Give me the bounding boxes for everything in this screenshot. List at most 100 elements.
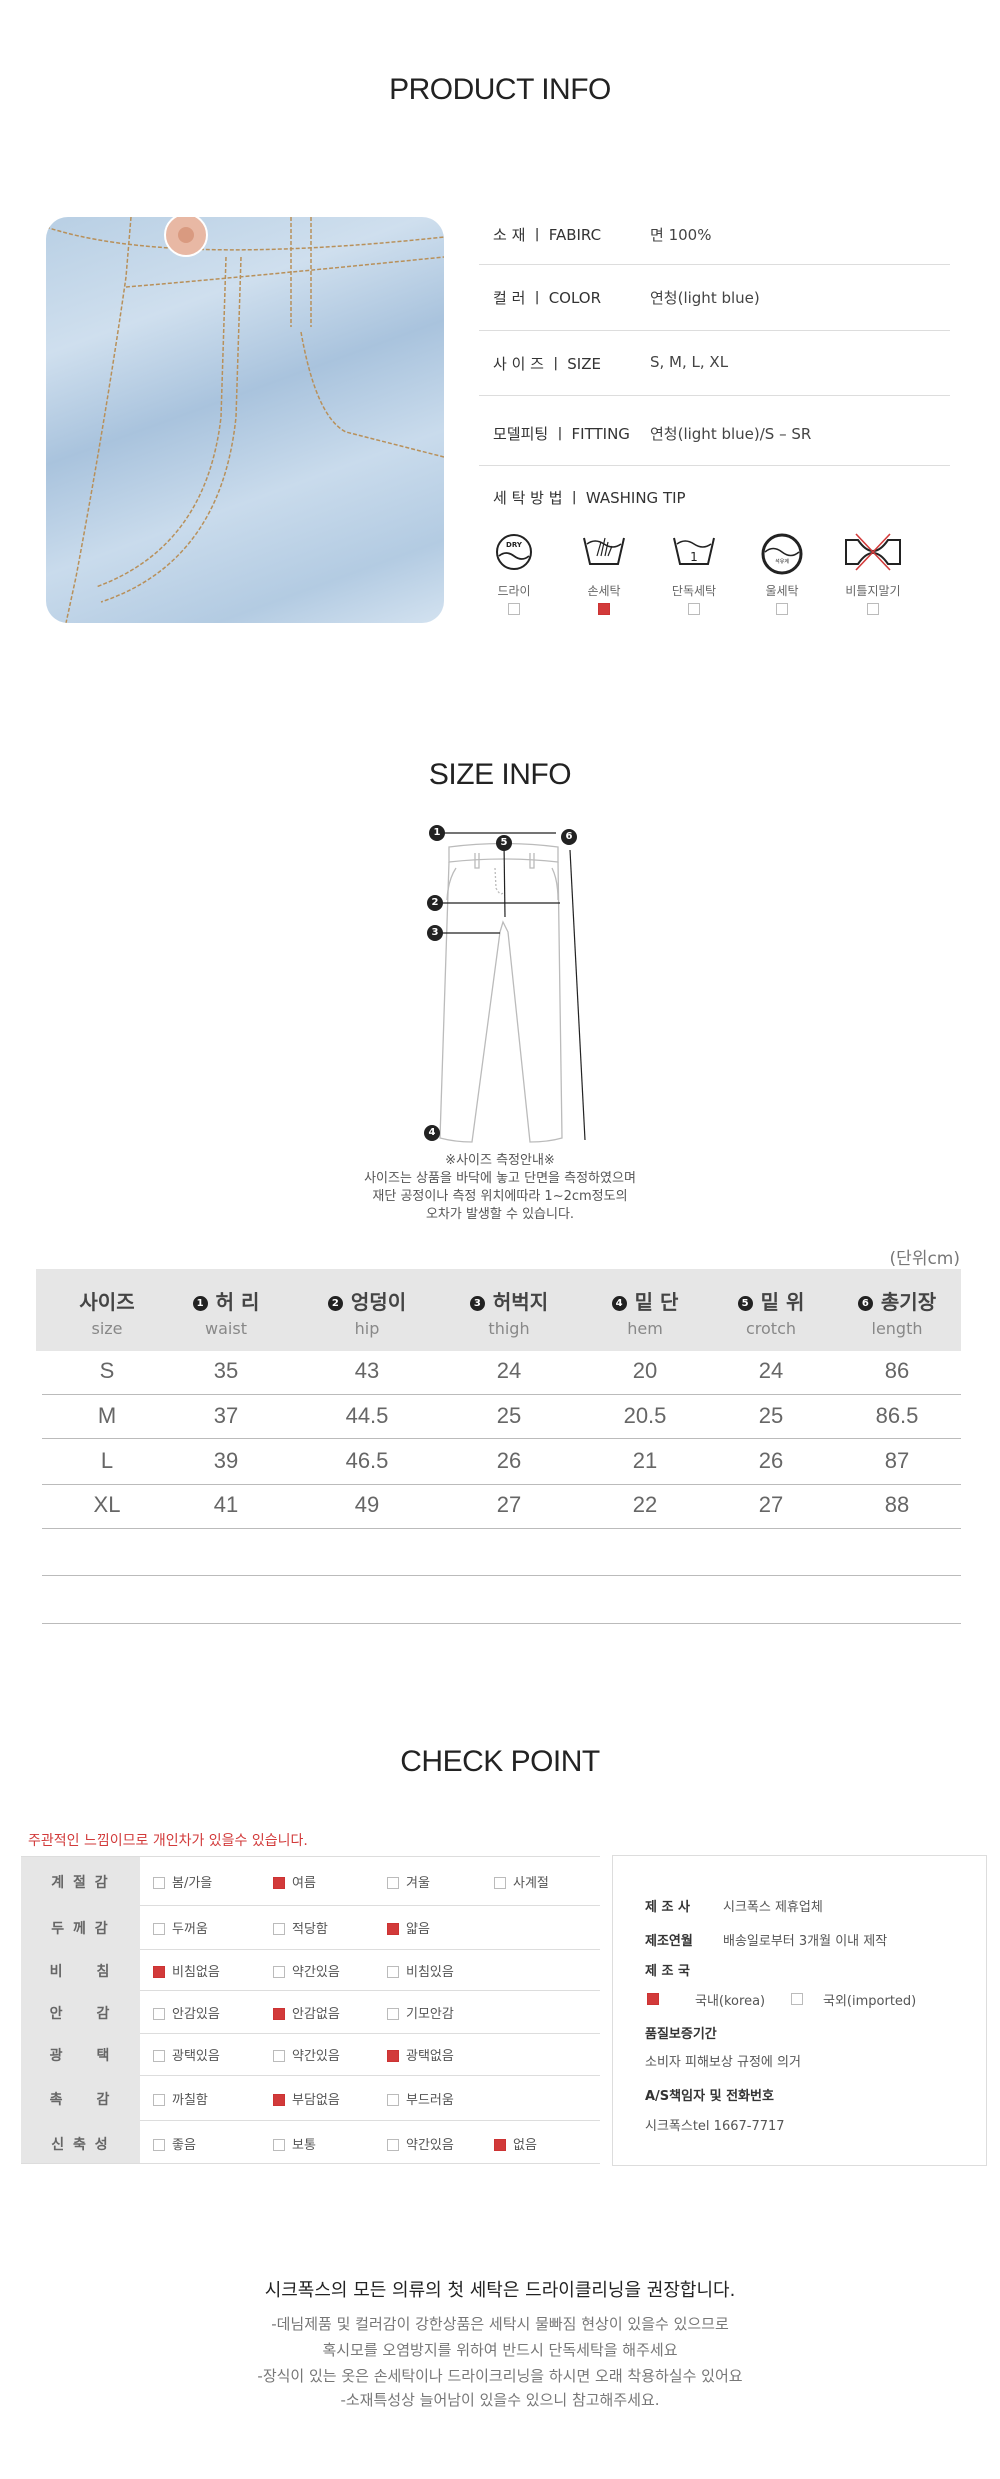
washing-checkbox[interactable] — [688, 603, 700, 615]
washing-checkbox[interactable] — [598, 603, 610, 615]
check-option[interactable]: 없음 — [494, 2134, 537, 2153]
checkbox[interactable] — [273, 2093, 285, 2106]
checkbox[interactable] — [387, 1877, 399, 1889]
washing-checkbox[interactable] — [776, 603, 788, 615]
check-option[interactable]: 봄/가을 — [153, 1872, 212, 1891]
check-option[interactable]: 약간있음 — [273, 1961, 340, 1980]
country-korea-checkbox[interactable] — [647, 1993, 659, 2005]
check-option[interactable]: 까칠함 — [153, 2089, 208, 2108]
info-label: 소 재 ㅣ FABIRC — [493, 226, 602, 244]
checkbox[interactable] — [387, 2138, 399, 2151]
country-imported-label: 국외(imported) — [823, 1994, 917, 2009]
checkbox[interactable] — [273, 1923, 285, 1935]
checkbox[interactable] — [387, 2050, 399, 2062]
check-option[interactable]: 비침없음 — [153, 1961, 220, 1980]
info-value: 연청(light blue) — [650, 289, 760, 307]
checkbox[interactable] — [273, 2138, 285, 2151]
denim-closeup-image — [46, 217, 444, 623]
washing-checkbox[interactable] — [508, 603, 520, 615]
size-col-header: 1 허 리 waist — [161, 1286, 291, 1338]
check-option[interactable]: 광택있음 — [153, 2045, 220, 2064]
hand-wash-icon — [574, 532, 634, 572]
check-option[interactable]: 비침있음 — [387, 1961, 454, 1980]
manufacturer-info-box: 제 조 사 시크폭스 제휴업체 제조연월 배송일로부터 3개월 이내 제작 제 … — [612, 1855, 987, 2166]
checkbox[interactable] — [153, 2093, 165, 2106]
table-row-divider — [42, 1484, 961, 1485]
option-label: 까칠함 — [172, 2092, 208, 2108]
country-korea-label: 국내(korea) — [695, 1994, 766, 2009]
check-row-label: 두 께 감 — [51, 1921, 110, 1937]
check-option[interactable]: 두꺼움 — [153, 1918, 208, 1937]
checkbox[interactable] — [387, 2093, 399, 2106]
option-label: 부드러움 — [406, 2092, 454, 2108]
product-info-title: PRODUCT INFO — [389, 73, 611, 106]
check-option[interactable]: 약간있음 — [387, 2134, 454, 2153]
checkbox[interactable] — [273, 1965, 285, 1978]
washing-checkbox[interactable] — [867, 603, 879, 615]
col-ko: 3 허벅지 — [444, 1286, 574, 1315]
checkbox[interactable] — [387, 1923, 399, 1935]
check-row-label: 광 택 — [49, 2048, 112, 2064]
checkbox[interactable] — [387, 2007, 399, 2020]
check-option[interactable]: 얇음 — [387, 1918, 430, 1937]
size-col-header: 5 밑 위 crotch — [706, 1286, 836, 1338]
size-value: 44.5 — [345, 1403, 389, 1428]
checkbox[interactable] — [273, 2050, 285, 2062]
check-option[interactable]: 여름 — [273, 1872, 316, 1891]
check-row-label: 신 축 성 — [51, 2136, 110, 2153]
info-label: 모델피팅 ㅣ FITTING — [493, 425, 630, 443]
check-option[interactable]: 부드러움 — [387, 2089, 454, 2108]
manufacturer-value: 시크폭스 제휴업체 — [723, 1900, 823, 1915]
option-label: 광택없음 — [406, 2049, 454, 2064]
check-option[interactable]: 겨울 — [387, 1872, 430, 1891]
check-option[interactable]: 안감없음 — [273, 2003, 340, 2022]
option-label: 적당함 — [292, 1922, 328, 1937]
manufacturer-label: 제 조 사 — [645, 1900, 690, 1915]
care-notice-line: -장식이 있는 옷은 손세탁이나 드라이크리닝을 하시면 오래 착용하실수 있어… — [257, 2367, 743, 2385]
check-option[interactable]: 좋음 — [153, 2134, 196, 2153]
check-option[interactable]: 안감있음 — [153, 2003, 220, 2022]
option-label: 약간있음 — [406, 2137, 454, 2153]
checkbox[interactable] — [273, 1877, 285, 1889]
country-imported-checkbox[interactable] — [791, 1993, 803, 2005]
checkbox[interactable] — [494, 2138, 506, 2151]
checkbox[interactable] — [153, 1965, 165, 1978]
marker-3-icon: 3 — [469, 1296, 485, 1311]
check-option[interactable]: 보통 — [273, 2134, 316, 2153]
size-value: 86 — [884, 1358, 910, 1383]
size-value: 88 — [884, 1492, 910, 1517]
check-option[interactable]: 적당함 — [273, 1918, 328, 1937]
marker-5: 5 — [496, 835, 512, 851]
checkbox[interactable] — [153, 2050, 165, 2062]
checkbox[interactable] — [153, 1877, 165, 1889]
checkbox[interactable] — [153, 2138, 165, 2151]
col-en-label: crotch — [745, 1319, 797, 1338]
size-name: XL — [93, 1492, 121, 1517]
checkbox[interactable] — [273, 2007, 285, 2020]
country-label: 제 조 국 — [645, 1964, 690, 1979]
col-ko-label: 엉덩이 — [350, 1290, 407, 1314]
check-option[interactable]: 사계절 — [494, 1872, 549, 1891]
check-option[interactable]: 기모안감 — [387, 2003, 454, 2022]
checkbox[interactable] — [153, 2007, 165, 2020]
check-option[interactable]: 부담없음 — [273, 2089, 340, 2108]
check-option[interactable]: 약간있음 — [273, 2045, 340, 2064]
check-option[interactable]: 광택없음 — [387, 2045, 454, 2064]
col-ko-label: 허벅지 — [492, 1290, 549, 1314]
row-divider — [140, 2120, 600, 2121]
option-label: 없음 — [513, 2137, 537, 2153]
checkbox[interactable] — [387, 1965, 399, 1978]
size-value: 24 — [758, 1358, 784, 1383]
col-ko-label: 사이즈 — [79, 1290, 135, 1314]
row-divider — [140, 1905, 600, 1906]
marker-6-icon: 6 — [857, 1296, 873, 1311]
size-value: 35 — [213, 1358, 239, 1383]
col-en-label: hem — [627, 1319, 663, 1338]
checkbox[interactable] — [153, 1923, 165, 1935]
size-value: 20 — [632, 1358, 658, 1383]
info-value: S, M, L, XL — [650, 353, 729, 371]
option-label: 약간있음 — [292, 1964, 340, 1980]
checkbox[interactable] — [494, 1877, 506, 1889]
check-row-label: 계 절 감 — [51, 1875, 110, 1891]
info-label: 사 이 즈 ㅣ SIZE — [493, 355, 601, 373]
